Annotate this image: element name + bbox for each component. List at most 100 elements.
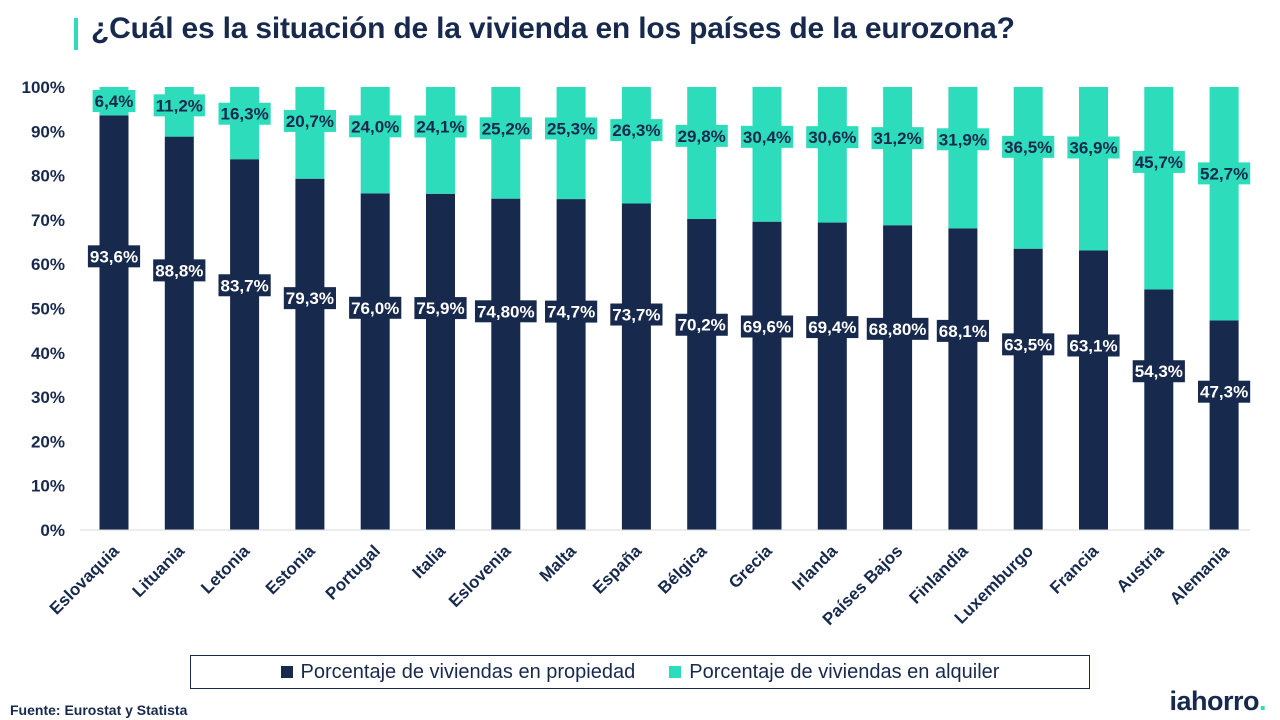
bar-own [752, 221, 782, 530]
data-label-own-group: 83,7% [218, 274, 271, 297]
y-tick-label: 50% [31, 300, 65, 319]
y-tick-label: 40% [31, 344, 65, 363]
y-tick-label: 30% [31, 388, 65, 407]
y-tick-label: 20% [31, 432, 65, 451]
legend-label-rent: Porcentaje de viviendas en alquiler [689, 660, 1000, 683]
bar-own [99, 115, 129, 531]
data-label-own-group: 70,2% [675, 313, 728, 336]
bar-own [883, 225, 913, 530]
data-label-rent-group: 31,9% [936, 128, 990, 151]
data-label-rent-group: 52,7% [1197, 162, 1251, 185]
data-label-rent: 36,9% [1069, 138, 1117, 157]
data-label-own: 70,2% [678, 316, 726, 335]
title-accent-bar [74, 18, 78, 50]
legend-label-own: Porcentaje de viviendas en propiedad [300, 660, 636, 683]
bar-rent [491, 87, 521, 199]
data-label-own: 83,7% [220, 276, 268, 295]
data-label-own: 76,0% [351, 299, 399, 318]
data-label-own: 93,6% [90, 247, 138, 266]
data-label-rent: 31,2% [873, 129, 921, 148]
data-label-own-group: 63,5% [1002, 333, 1055, 356]
data-label-rent-group: 25,2% [479, 117, 532, 140]
data-label-own: 69,6% [743, 318, 791, 337]
data-label-own: 69,4% [808, 318, 856, 337]
data-label-rent-group: 30,6% [806, 126, 859, 149]
data-label-rent: 45,7% [1135, 153, 1183, 172]
data-label-rent-group: 6,4% [92, 90, 136, 112]
data-label-rent-bg [806, 126, 859, 149]
data-label-rent-bg [1197, 162, 1251, 185]
x-tick-label: Estonia [262, 541, 319, 598]
x-tick-label: Letonia [197, 541, 254, 598]
data-label-own: 47,3% [1200, 383, 1248, 402]
bar-own [230, 159, 260, 531]
data-label-rent: 36,5% [1004, 138, 1052, 157]
data-label-own-bg [806, 316, 859, 339]
data-label-own: 75,9% [416, 299, 464, 318]
legend-swatch-rent [669, 666, 682, 678]
bar-own [1013, 248, 1043, 530]
x-tick-label: Grecia [725, 541, 776, 592]
data-label-rent-bg [610, 119, 663, 142]
data-label-own-bg [1197, 380, 1251, 403]
data-label-rent-group: 20,7% [283, 109, 337, 132]
bar-rent [1013, 87, 1043, 249]
bar-own [687, 219, 717, 531]
data-label-own-group: 68,1% [936, 319, 990, 342]
bar-own [491, 198, 521, 531]
data-label-own-bg [349, 296, 402, 319]
chart-title: ¿Cuál es la situación de la vivienda en … [91, 12, 1015, 45]
data-label-own-bg [87, 245, 141, 268]
y-tick-label: 0% [40, 521, 65, 540]
x-tick-label: Austria [1113, 541, 1168, 596]
data-label-own: 63,5% [1004, 335, 1052, 354]
data-label-rent: 6,4% [95, 92, 134, 111]
data-label-own-group: 74,80% [474, 300, 537, 323]
data-label-rent-group: 30,4% [740, 125, 794, 148]
data-label-rent: 11,2% [156, 96, 203, 115]
data-label-rent-group: 25,3% [544, 117, 598, 140]
data-label-own-group: 88,8% [153, 259, 206, 282]
x-tick-label: Italia [408, 541, 449, 582]
bar-own [164, 136, 194, 530]
legend-item-rent: Porcentaje de viviendas en alquiler [669, 661, 999, 684]
x-tick-label: Malta [536, 541, 581, 586]
data-label-own: 79,3% [286, 289, 334, 308]
bar-rent [817, 87, 847, 223]
data-label-rent-bg [349, 115, 402, 138]
bar-rent [1079, 87, 1108, 251]
data-label-rent-bg [153, 94, 205, 117]
data-label-own-bg [610, 303, 663, 326]
logo-text: iahorro [1169, 686, 1259, 716]
bar-own [295, 178, 325, 531]
data-label-own-bg [1002, 333, 1055, 356]
data-label-rent-bg [218, 102, 271, 125]
data-label-own: 54,3% [1135, 362, 1183, 381]
x-tick-label: Finlandia [906, 541, 973, 608]
x-axis: Eslovaquia Lituania Letonia Estonia Portugal… [46, 529, 1250, 629]
data-label-rent-group: 29,8% [675, 124, 728, 147]
data-label-rent-group: 11,2% [153, 94, 205, 117]
data-label-own-group: 68,80% [866, 317, 929, 340]
data-label-own-bg [283, 287, 337, 310]
data-label-rent: 26,3% [612, 121, 660, 140]
data-label-own-group: 69,6% [740, 315, 794, 338]
bar-rent [621, 87, 651, 204]
data-label-own-bg [936, 319, 990, 342]
x-tick-label: Portugal [322, 541, 384, 603]
data-label-own-group: 63,1% [1067, 334, 1120, 357]
brand-logo: iahorro. [1169, 686, 1266, 717]
bar-rent [426, 87, 455, 194]
data-label-own-group: 73,7% [610, 303, 663, 326]
y-tick-label: 70% [31, 211, 65, 230]
data-label-rent: 24,0% [351, 117, 399, 136]
data-label-own: 68,80% [869, 320, 927, 339]
data-label-own-group: 79,3% [283, 287, 337, 310]
legend-item-own: Porcentaje de viviendas en propiedad [280, 660, 636, 684]
data-label-own-bg [1132, 360, 1185, 383]
x-tick-label: Alemania [1166, 541, 1233, 608]
source-note: Fuente: Eurostat y Statista [10, 702, 188, 718]
data-label-rent-bg [1067, 136, 1120, 159]
y-tick-label: 100% [22, 78, 65, 97]
data-label-rent-bg [871, 127, 924, 150]
